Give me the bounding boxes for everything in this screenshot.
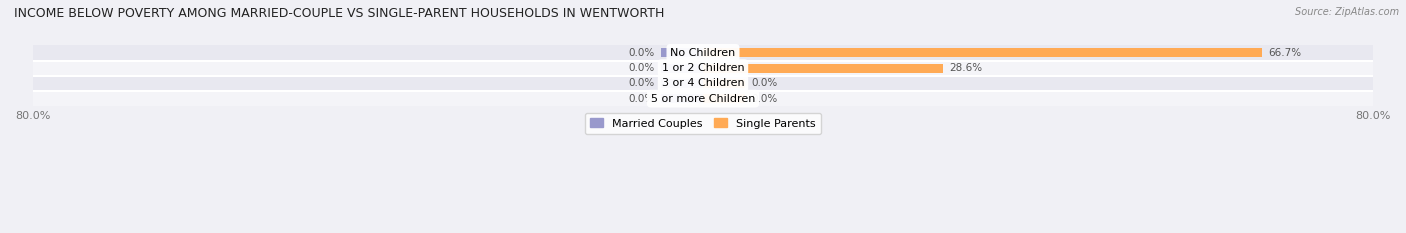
Text: 0.0%: 0.0%: [628, 78, 654, 88]
Text: 0.0%: 0.0%: [752, 78, 778, 88]
Bar: [661, 94, 703, 103]
Text: No Children: No Children: [671, 48, 735, 58]
Text: Source: ZipAtlas.com: Source: ZipAtlas.com: [1295, 7, 1399, 17]
Legend: Married Couples, Single Parents: Married Couples, Single Parents: [585, 113, 821, 134]
Bar: [661, 64, 703, 73]
Bar: [703, 79, 745, 88]
Bar: [32, 45, 1374, 61]
Bar: [32, 91, 1374, 106]
Bar: [703, 48, 1261, 58]
Bar: [661, 79, 703, 88]
Text: 3 or 4 Children: 3 or 4 Children: [662, 78, 744, 88]
Bar: [703, 64, 942, 73]
Text: 0.0%: 0.0%: [752, 94, 778, 104]
Bar: [703, 94, 745, 103]
Bar: [32, 61, 1374, 76]
Text: 5 or more Children: 5 or more Children: [651, 94, 755, 104]
Text: 1 or 2 Children: 1 or 2 Children: [662, 63, 744, 73]
Bar: [32, 76, 1374, 91]
Text: INCOME BELOW POVERTY AMONG MARRIED-COUPLE VS SINGLE-PARENT HOUSEHOLDS IN WENTWOR: INCOME BELOW POVERTY AMONG MARRIED-COUPL…: [14, 7, 665, 20]
Bar: [661, 48, 703, 58]
Text: 66.7%: 66.7%: [1268, 48, 1302, 58]
Text: 0.0%: 0.0%: [628, 63, 654, 73]
Text: 28.6%: 28.6%: [949, 63, 983, 73]
Text: 0.0%: 0.0%: [628, 48, 654, 58]
Text: 0.0%: 0.0%: [628, 94, 654, 104]
